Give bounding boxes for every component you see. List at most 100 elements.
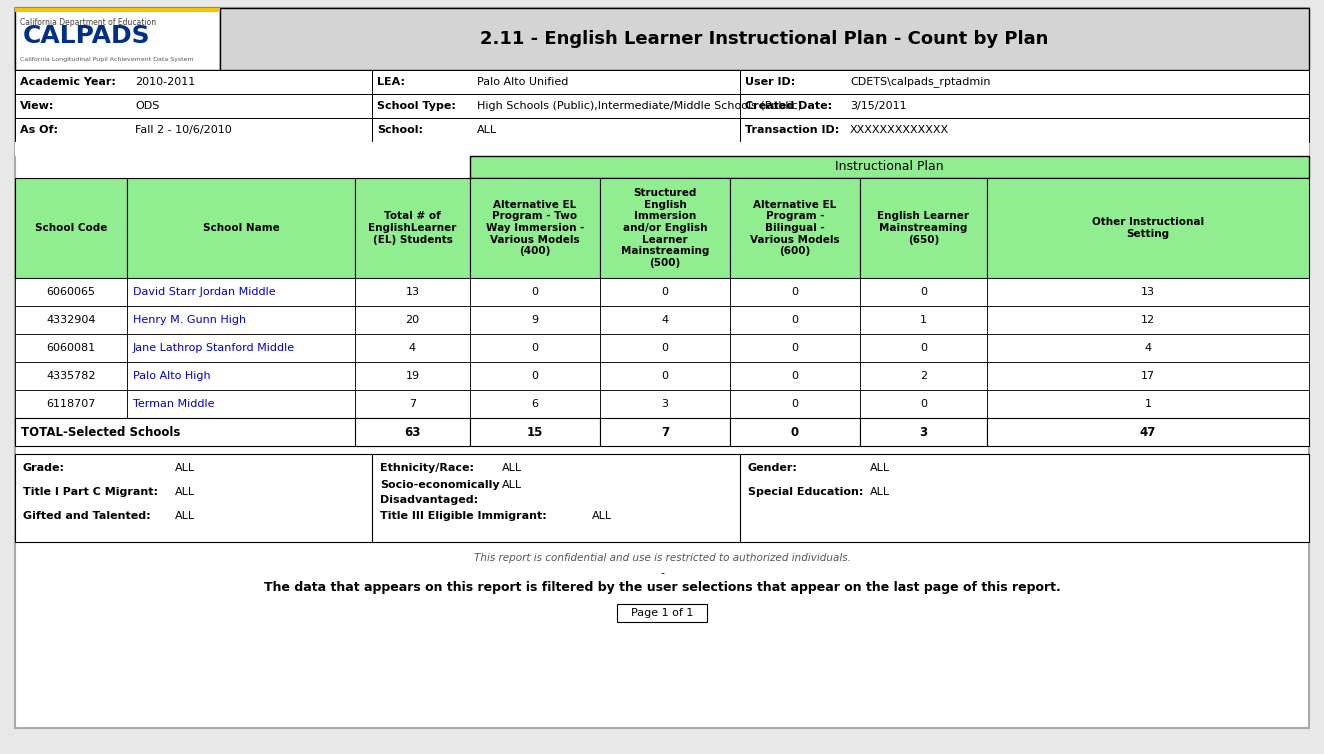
Bar: [730, 278, 861, 306]
Bar: [861, 178, 986, 278]
Text: 0: 0: [792, 287, 798, 297]
Text: 9: 9: [531, 315, 539, 325]
Text: XXXXXXXXXXXXX: XXXXXXXXXXXXX: [850, 125, 949, 135]
Bar: [470, 306, 600, 334]
Text: Instructional Plan: Instructional Plan: [835, 161, 944, 173]
Text: 0: 0: [792, 371, 798, 381]
Bar: [600, 334, 730, 362]
Text: 0: 0: [792, 315, 798, 325]
Text: 0: 0: [920, 287, 927, 297]
Bar: [861, 418, 986, 446]
Bar: [127, 178, 355, 278]
Bar: [730, 334, 861, 362]
Text: The data that appears on this report is filtered by the user selections that app: The data that appears on this report is …: [263, 581, 1061, 594]
Bar: [470, 156, 1309, 178]
Text: ALL: ALL: [175, 463, 195, 473]
Bar: [372, 70, 740, 94]
Text: Palo Alto Unified: Palo Alto Unified: [477, 77, 568, 87]
Text: 0: 0: [662, 371, 669, 381]
Bar: [986, 334, 1309, 362]
Text: Created Date:: Created Date:: [745, 101, 831, 111]
Text: CALPADS: CALPADS: [23, 24, 151, 48]
Bar: [600, 178, 730, 278]
Text: 47: 47: [1140, 425, 1156, 439]
Bar: [470, 362, 600, 390]
Text: -: -: [659, 568, 665, 578]
Text: ALL: ALL: [870, 487, 890, 497]
Text: 2: 2: [920, 371, 927, 381]
Bar: [127, 334, 355, 362]
Text: 17: 17: [1141, 371, 1155, 381]
Text: 6060081: 6060081: [46, 343, 95, 353]
Text: 63: 63: [404, 425, 421, 439]
Bar: [15, 118, 372, 142]
Text: David Starr Jordan Middle: David Starr Jordan Middle: [132, 287, 275, 297]
Bar: [15, 454, 1309, 542]
Bar: [986, 390, 1309, 418]
Text: 3: 3: [919, 425, 928, 439]
Text: Palo Alto High: Palo Alto High: [132, 371, 211, 381]
Bar: [15, 94, 372, 118]
Text: This report is confidential and use is restricted to authorized individuals.: This report is confidential and use is r…: [474, 553, 850, 563]
Text: 6: 6: [531, 399, 539, 409]
Text: 20: 20: [405, 315, 420, 325]
Bar: [986, 362, 1309, 390]
Text: ODS: ODS: [135, 101, 159, 111]
Text: ALL: ALL: [870, 463, 890, 473]
Bar: [15, 362, 127, 390]
Text: ALL: ALL: [477, 125, 496, 135]
Text: Alternative EL
Program - Two
Way Immersion -
Various Models
(400): Alternative EL Program - Two Way Immersi…: [486, 200, 584, 256]
Bar: [15, 142, 1309, 156]
Text: TOTAL-Selected Schools: TOTAL-Selected Schools: [21, 425, 180, 439]
Text: ALL: ALL: [502, 480, 522, 490]
Text: Total # of
EnglishLearner
(EL) Students: Total # of EnglishLearner (EL) Students: [368, 211, 457, 244]
Bar: [355, 418, 470, 446]
Text: California Longitudinal Pupil Achievement Data System: California Longitudinal Pupil Achievemen…: [20, 57, 193, 63]
Text: ALL: ALL: [592, 511, 612, 521]
Text: 0: 0: [920, 399, 927, 409]
Text: School Type:: School Type:: [377, 101, 455, 111]
Bar: [986, 178, 1309, 278]
Text: Henry M. Gunn High: Henry M. Gunn High: [132, 315, 246, 325]
Bar: [127, 362, 355, 390]
Bar: [355, 362, 470, 390]
Text: 4332904: 4332904: [46, 315, 95, 325]
Text: 12: 12: [1141, 315, 1155, 325]
Text: 4335782: 4335782: [46, 371, 95, 381]
Text: Disadvantaged:: Disadvantaged:: [380, 495, 478, 505]
Bar: [15, 418, 470, 446]
Text: Transaction ID:: Transaction ID:: [745, 125, 839, 135]
Bar: [986, 278, 1309, 306]
Bar: [15, 70, 372, 94]
Text: 2.11 - English Learner Instructional Plan - Count by Plan: 2.11 - English Learner Instructional Pla…: [481, 30, 1049, 48]
Text: 0: 0: [662, 287, 669, 297]
Bar: [470, 278, 600, 306]
Bar: [861, 278, 986, 306]
Text: 0: 0: [531, 343, 539, 353]
Text: High Schools (Public),Intermediate/Middle Schools (Public): High Schools (Public),Intermediate/Middl…: [477, 101, 802, 111]
Bar: [730, 178, 861, 278]
Bar: [600, 418, 730, 446]
Bar: [355, 390, 470, 418]
Text: 0: 0: [792, 343, 798, 353]
Text: 13: 13: [405, 287, 420, 297]
Bar: [730, 306, 861, 334]
Bar: [600, 278, 730, 306]
Bar: [861, 306, 986, 334]
Bar: [355, 178, 470, 278]
Bar: [220, 8, 1309, 70]
Text: 4: 4: [1144, 343, 1152, 353]
Bar: [470, 390, 600, 418]
Text: Alternative EL
Program -
Bilingual -
Various Models
(600): Alternative EL Program - Bilingual - Var…: [751, 200, 839, 256]
Bar: [15, 178, 127, 278]
Bar: [730, 390, 861, 418]
Bar: [127, 390, 355, 418]
Bar: [355, 278, 470, 306]
Bar: [372, 94, 740, 118]
Text: 1: 1: [1144, 399, 1152, 409]
Text: 0: 0: [792, 399, 798, 409]
Text: Structured
English
Immersion
and/or English
Learner
Mainstreaming
(500): Structured English Immersion and/or Engl…: [621, 188, 710, 268]
Text: CDETS\calpads_rptadmin: CDETS\calpads_rptadmin: [850, 77, 990, 87]
Text: As Of:: As Of:: [20, 125, 58, 135]
Text: Gender:: Gender:: [748, 463, 798, 473]
